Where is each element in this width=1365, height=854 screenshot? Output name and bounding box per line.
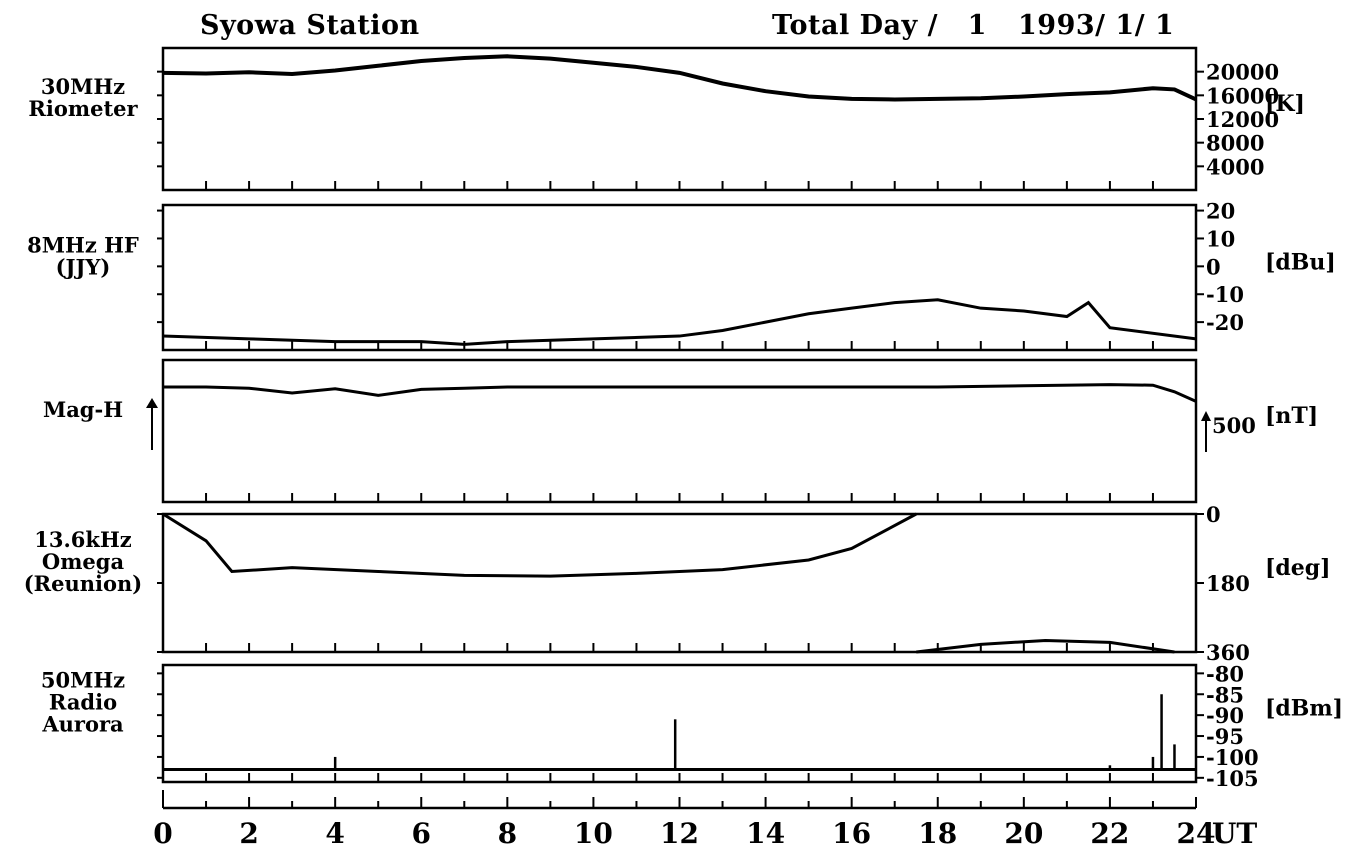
x-tick-label: 8 <box>498 817 517 850</box>
magh-label-line: Mag-H <box>43 397 123 422</box>
omega-frame <box>161 512 1198 654</box>
riometer-trace <box>162 54 1197 102</box>
magh-scale-label: 500 <box>1212 413 1256 438</box>
magh-frame <box>161 358 1198 504</box>
riometer-y-tick-label: 20000 <box>1206 60 1279 85</box>
riometer-frame <box>161 46 1198 192</box>
hf8mhz-y-tick-label: -10 <box>1206 282 1244 307</box>
hf8mhz-y-tick-label: 20 <box>1206 199 1235 224</box>
date-label: 1993/ 1/ 1 <box>1018 10 1175 41</box>
x-tick-label: 0 <box>153 817 172 850</box>
magh-trace <box>163 383 1197 403</box>
hf8mhz-label-line: (JJY) <box>56 255 111 280</box>
hf8mhz-label-line: 8MHz HF <box>27 233 139 258</box>
hf8mhz-trace <box>162 298 1197 346</box>
omega-trace <box>162 512 917 578</box>
panel-omega <box>157 512 1204 654</box>
x-tick-label: 2 <box>239 817 258 850</box>
x-tick-label: 24 <box>1177 817 1216 850</box>
x-tick-label: 12 <box>660 817 699 850</box>
radioaurora-y-tick-label: -105 <box>1206 766 1259 791</box>
omega-label-line: (Reunion) <box>24 571 142 596</box>
radioaurora-label-line: Radio <box>49 690 117 715</box>
riometer-label-line: Riometer <box>28 96 138 121</box>
hf8mhz-y-tick-label: 0 <box>1206 254 1221 279</box>
magh-arrowhead-right <box>1201 411 1211 421</box>
omega-trace-2 <box>916 638 1175 654</box>
omega-y-tick-label: 180 <box>1206 571 1250 596</box>
hf8mhz-y-tick-label: -20 <box>1206 310 1244 335</box>
radioaurora-y-tick-label: -90 <box>1206 703 1244 728</box>
radioaurora-y-tick-label: -80 <box>1206 661 1244 686</box>
radioaurora-y-tick-label: -85 <box>1206 682 1244 707</box>
x-tick-label: 10 <box>574 817 613 850</box>
riometer-y-tick-label: 16000 <box>1206 83 1279 108</box>
panel-riometer <box>157 46 1204 192</box>
x-tick-label: 16 <box>832 817 871 850</box>
x-tick-label: 6 <box>412 817 431 850</box>
x-tick-label: 4 <box>325 817 344 850</box>
radioaurora-label-line: Aurora <box>41 712 124 737</box>
x-tick-label: 20 <box>1004 817 1043 850</box>
radioaurora-unit: [dBm] <box>1265 696 1343 722</box>
magh-arrowhead-left <box>146 398 158 408</box>
riometer-y-tick-label: 4000 <box>1206 154 1264 179</box>
x-tick-label: 22 <box>1090 817 1129 850</box>
riometer-y-tick-label: 12000 <box>1206 107 1279 132</box>
hf8mhz-frame <box>161 203 1198 352</box>
panel-magh <box>146 358 1211 504</box>
radioaurora-frame <box>161 663 1198 784</box>
riometer-label-line: 30MHz <box>41 74 125 99</box>
omega-label-line: Omega <box>42 549 125 574</box>
riometer-y-tick-label: 8000 <box>1206 131 1264 156</box>
magh-unit: [nT] <box>1265 403 1318 429</box>
radioaurora-label-line: 50MHz <box>41 668 125 693</box>
x-axis-unit: UT <box>1212 817 1257 850</box>
hf8mhz-y-tick-label: 10 <box>1206 226 1235 251</box>
panel-hf8mhz <box>157 203 1204 352</box>
x-tick-label: 18 <box>918 817 957 850</box>
radioaurora-y-tick-label: -100 <box>1206 745 1259 770</box>
omega-y-tick-label: 360 <box>1206 640 1250 665</box>
hf8mhz-unit: [dBu] <box>1265 250 1336 276</box>
omega-label-line: 13.6kHz <box>34 527 132 552</box>
riometer-unit: [K] <box>1265 91 1305 117</box>
radioaurora-y-tick-label: -95 <box>1206 724 1244 749</box>
omega-y-tick-label: 0 <box>1206 502 1221 527</box>
total-day-label: Total Day / 1 <box>772 10 987 41</box>
station-title: Syowa Station <box>200 10 420 41</box>
x-tick-label: 14 <box>746 817 785 850</box>
panel-radioaurora <box>157 663 1204 784</box>
omega-unit: [deg] <box>1265 555 1331 581</box>
